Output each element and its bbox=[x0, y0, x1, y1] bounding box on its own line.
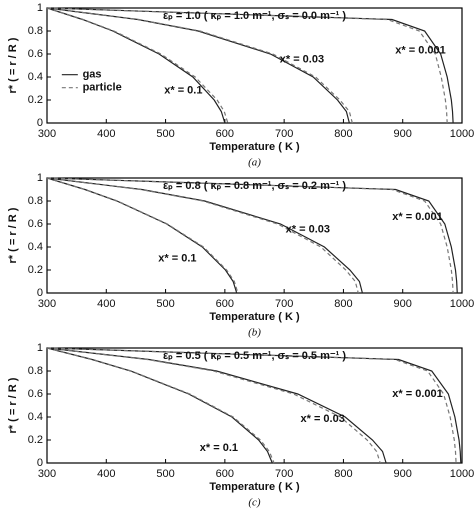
caption: (a) bbox=[248, 157, 261, 169]
curve-label: x* = 0.1 bbox=[164, 85, 202, 97]
x-tick-label: 900 bbox=[394, 128, 412, 140]
y-tick-label: 0.2 bbox=[28, 94, 43, 106]
caption: (b) bbox=[248, 327, 261, 339]
x-tick-label: 800 bbox=[334, 468, 352, 480]
y-tick-label: 0.6 bbox=[28, 48, 43, 60]
x-tick-label: 700 bbox=[275, 298, 293, 310]
legend-label: gas bbox=[83, 69, 102, 81]
series-line bbox=[46, 347, 457, 464]
y-tick-label: 0 bbox=[37, 457, 43, 469]
series-line bbox=[46, 347, 462, 464]
x-tick-label: 600 bbox=[216, 298, 234, 310]
x-axis-label: Temperature ( K ) bbox=[209, 481, 300, 493]
panel: 300 400 500 600 700 800 900 1000 0 0.2 0.4 0.6 0.8 1 ε… bbox=[7, 172, 474, 339]
series-line bbox=[46, 7, 454, 124]
x-tick-label: 500 bbox=[156, 298, 174, 310]
curve-label: x* = 0.03 bbox=[301, 413, 345, 425]
y-tick-label: 0.4 bbox=[28, 71, 43, 83]
series-line bbox=[46, 347, 275, 464]
x-tick-label: 500 bbox=[156, 468, 174, 480]
y-tick-label: 0 bbox=[37, 117, 43, 129]
series-line bbox=[46, 7, 226, 124]
y-axis-label: r* ( = r / R ) bbox=[7, 377, 19, 433]
x-tick-label: 1000 bbox=[450, 468, 474, 480]
curve-label: x* = 0.001 bbox=[395, 44, 445, 56]
x-tick-label: 900 bbox=[394, 298, 412, 310]
plot-frame bbox=[46, 347, 463, 464]
x-tick-label: 500 bbox=[156, 128, 174, 140]
y-axis-label: r* ( = r / R ) bbox=[7, 207, 19, 263]
y-tick-label: 0.4 bbox=[28, 241, 43, 253]
curve-label: x* = 0.001 bbox=[392, 388, 442, 400]
series-line bbox=[46, 347, 273, 464]
caption: (c) bbox=[248, 497, 261, 508]
x-tick-label: 600 bbox=[216, 468, 234, 480]
curve-label: x* = 0.03 bbox=[286, 224, 330, 236]
series-line bbox=[46, 7, 353, 124]
y-axis-label: r* ( = r / R ) bbox=[7, 37, 19, 93]
y-tick-label: 0.8 bbox=[28, 195, 43, 207]
x-axis-label: Temperature ( K ) bbox=[209, 311, 300, 323]
parameter-label: εₚ = 1.0 ( κₚ = 1.0 m⁻¹, σₛ = 0.0 m⁻¹ ) bbox=[163, 10, 346, 22]
series-line bbox=[46, 347, 381, 464]
series-line bbox=[46, 177, 454, 294]
series-line bbox=[46, 177, 359, 294]
series-line bbox=[46, 7, 229, 124]
legend-label: particle bbox=[83, 82, 122, 94]
plot-frame bbox=[46, 177, 463, 294]
x-axis-label: Temperature ( K ) bbox=[209, 141, 300, 153]
x-tick-label: 1000 bbox=[450, 298, 474, 310]
y-tick-label: 0.8 bbox=[28, 25, 43, 37]
y-tick-label: 1 bbox=[37, 172, 43, 184]
panel: 300 400 500 600 700 800 900 1000 0 0.2 0.4 0.6 0.8 1 ε… bbox=[7, 2, 474, 169]
series-line bbox=[46, 177, 238, 294]
series-line bbox=[46, 7, 448, 124]
x-tick-label: 700 bbox=[275, 468, 293, 480]
y-tick-label: 0.2 bbox=[28, 434, 43, 446]
x-tick-label: 600 bbox=[216, 128, 234, 140]
series-line bbox=[46, 177, 239, 294]
x-tick-label: 300 bbox=[38, 468, 56, 480]
y-tick-label: 1 bbox=[37, 342, 43, 354]
curve-label: x* = 0.001 bbox=[392, 211, 442, 223]
x-tick-label: 800 bbox=[334, 298, 352, 310]
y-tick-label: 0.8 bbox=[28, 365, 43, 377]
x-tick-label: 400 bbox=[97, 298, 115, 310]
curve-label: x* = 0.03 bbox=[280, 54, 324, 66]
y-tick-label: 0.6 bbox=[28, 218, 43, 230]
parameter-label: εₚ = 0.5 ( κₚ = 0.5 m⁻¹, σₛ = 0.5 m⁻¹ ) bbox=[163, 350, 346, 362]
curve-label: x* = 0.1 bbox=[200, 442, 238, 454]
x-tick-label: 300 bbox=[38, 128, 56, 140]
y-tick-label: 0.6 bbox=[28, 388, 43, 400]
plot-frame bbox=[46, 7, 463, 124]
x-tick-label: 1000 bbox=[450, 128, 474, 140]
y-tick-label: 0.4 bbox=[28, 411, 43, 423]
y-tick-label: 1 bbox=[37, 2, 43, 14]
parameter-label: εₚ = 0.8 ( κₚ = 0.8 m⁻¹, σₛ = 0.2 m⁻¹ ) bbox=[163, 180, 346, 192]
panel: 300 400 500 600 700 800 900 1000 0 0.2 0.4 0.6 0.8 1 ε… bbox=[7, 342, 474, 508]
y-tick-label: 0 bbox=[37, 287, 43, 299]
x-tick-label: 800 bbox=[334, 128, 352, 140]
series-line bbox=[46, 177, 458, 294]
x-tick-label: 700 bbox=[275, 128, 293, 140]
x-tick-label: 300 bbox=[38, 298, 56, 310]
x-tick-label: 400 bbox=[97, 128, 115, 140]
x-tick-label: 900 bbox=[394, 468, 412, 480]
y-tick-label: 0.2 bbox=[28, 264, 43, 276]
x-tick-label: 400 bbox=[97, 468, 115, 480]
curve-label: x* = 0.1 bbox=[158, 252, 196, 264]
